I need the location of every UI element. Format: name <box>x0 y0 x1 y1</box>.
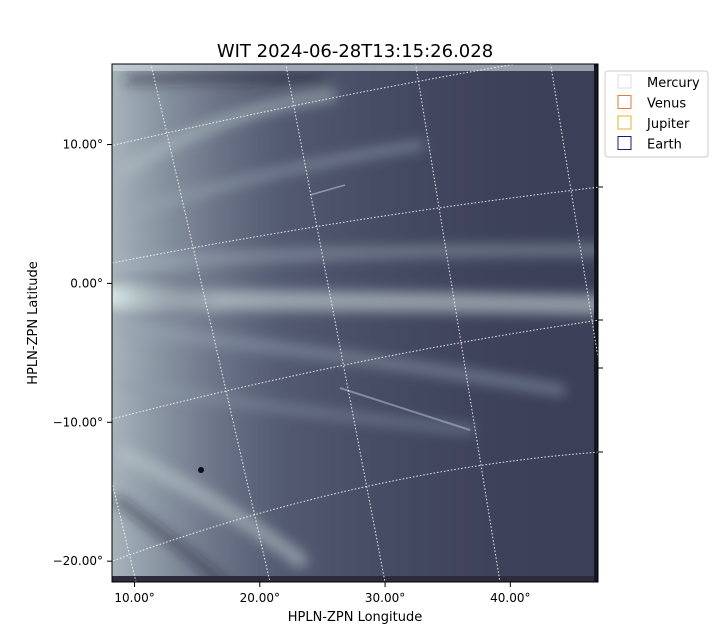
y-axis-label: HPLN-ZPN Latitude <box>26 261 41 384</box>
y-tick-label: 0.00° <box>70 276 103 290</box>
bright-spot <box>198 467 204 473</box>
x-tick-label: 10.00° <box>114 591 154 605</box>
legend-box <box>604 70 709 158</box>
legend-swatch <box>617 74 632 89</box>
y-tick-label: 10.00° <box>63 138 103 152</box>
legend-label: Mercury <box>647 76 700 91</box>
coordinate-grid <box>109 59 601 583</box>
x-axis-ticks: 10.00° 20.00° 30.00° 40.00° <box>114 582 530 605</box>
x-tick-label: 30.00° <box>365 591 405 605</box>
y-tick-label: −10.00° <box>53 415 103 429</box>
legend-label: Jupiter <box>646 117 690 132</box>
y-axis-ticks: 10.00° 0.00° −10.00° −20.00° <box>53 138 112 568</box>
bright-core <box>112 273 220 321</box>
legend: Mercury Venus Jupiter Earth <box>604 70 709 158</box>
legend-swatch <box>617 136 632 150</box>
streamers <box>114 72 598 582</box>
x-tick-label: 20.00° <box>240 591 280 605</box>
plot-frame <box>111 63 599 583</box>
legend-label: Venus <box>647 97 686 112</box>
chart-title: WIT 2024-06-28T13:15:26.028 <box>217 41 493 62</box>
image-panel <box>112 64 598 582</box>
right-edge-ticks <box>598 186 603 453</box>
legend-swatch <box>617 95 632 109</box>
legend-label: Earth <box>647 138 682 153</box>
x-tick-label: 40.00° <box>490 591 530 605</box>
legend-swatch <box>617 115 632 130</box>
x-axis-label: HPLN-ZPN Longitude <box>288 610 423 625</box>
y-tick-label: −20.00° <box>53 554 103 568</box>
